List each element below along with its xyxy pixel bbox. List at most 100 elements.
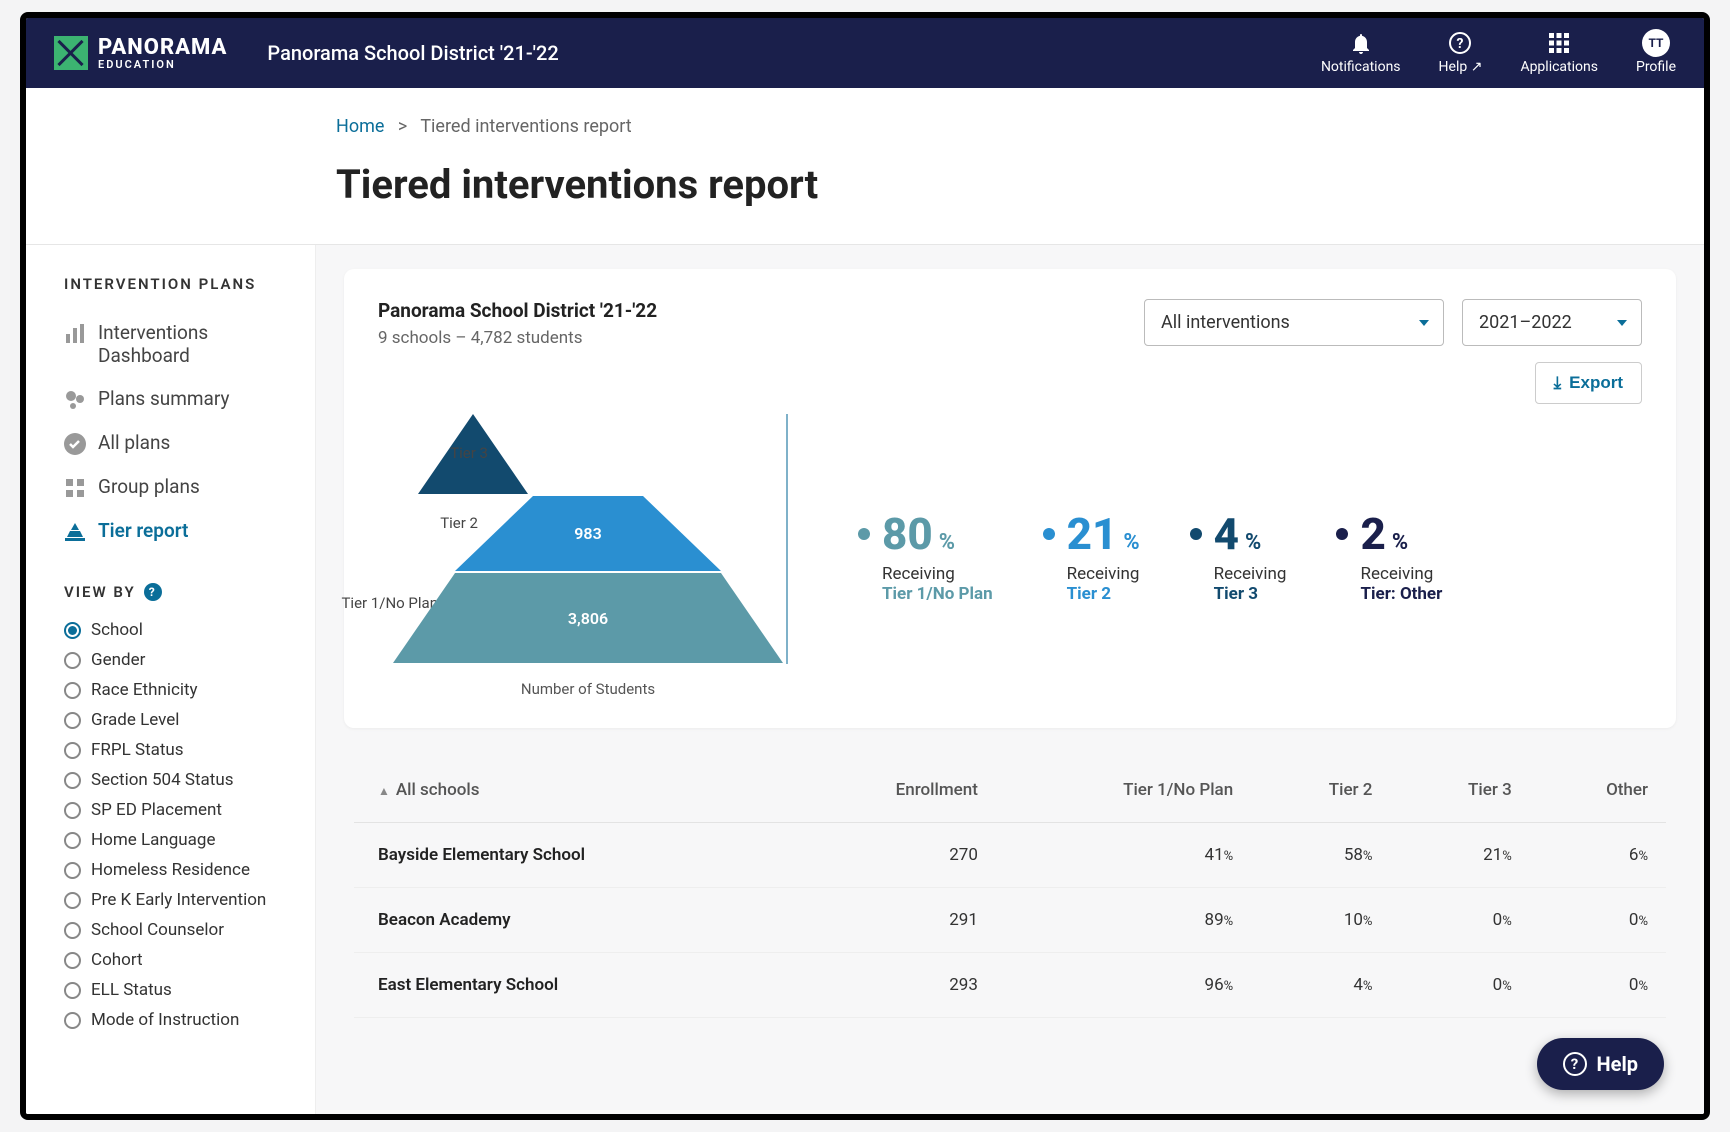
stat-pct-sign: % xyxy=(1123,530,1139,555)
help-label: Help xyxy=(1597,1052,1638,1076)
stat-label: Receiving xyxy=(1360,564,1442,584)
year-select[interactable]: 2021–2022 xyxy=(1462,299,1642,346)
export-button[interactable]: ⤓ Export xyxy=(1535,362,1642,404)
viewby-option[interactable]: Race Ethnicity xyxy=(64,675,295,705)
viewby-option-label: ELL Status xyxy=(91,980,172,1000)
stat-pct: 80 xyxy=(882,508,933,560)
table-cell: 21% xyxy=(1390,823,1529,888)
summary-card: Panorama School District '21-'22 9 schoo… xyxy=(344,269,1676,728)
nav-profile[interactable]: TT Profile xyxy=(1636,31,1676,75)
sidebar-item-plans-summary[interactable]: Plans summary xyxy=(64,377,295,421)
pyramid-tier2-value: 983 xyxy=(574,524,601,543)
viewby-option-label: SP ED Placement xyxy=(91,800,222,820)
stat-tier: Tier 2 xyxy=(1067,584,1140,604)
logo[interactable]: PANORAMA EDUCATION xyxy=(54,36,227,70)
breadcrumb-home[interactable]: Home xyxy=(336,116,384,137)
radio-icon xyxy=(64,742,81,759)
nav-applications-label: Applications xyxy=(1520,59,1598,75)
viewby-option[interactable]: School xyxy=(64,615,295,645)
viewby-option-label: Mode of Instruction xyxy=(91,1010,239,1030)
help-button[interactable]: ? Help xyxy=(1537,1038,1664,1090)
col-tier2[interactable]: Tier 2 xyxy=(1251,758,1390,823)
viewby-option[interactable]: Homeless Residence xyxy=(64,855,295,885)
radio-icon xyxy=(64,892,81,909)
col-tier1[interactable]: Tier 1/No Plan xyxy=(996,758,1251,823)
interventions-select[interactable]: All interventions xyxy=(1144,299,1444,346)
apps-grid-icon xyxy=(1549,31,1569,55)
sidebar-item-label: Interventions Dashboard xyxy=(98,321,295,367)
pyramid-caption: Number of Students xyxy=(521,680,655,698)
stat-dot-icon xyxy=(1336,528,1348,540)
sidebar-item-interventions-dashboard[interactable]: Interventions Dashboard xyxy=(64,311,295,377)
sidebar-nav: Interventions Dashboard Plans summary Al… xyxy=(64,311,295,553)
export-label: Export xyxy=(1569,373,1623,393)
stat-dot-icon xyxy=(858,528,870,540)
pyramid-chart: Tier 3 Tier 2 Tier 1/No Plan 168 983 xyxy=(378,414,798,698)
table-row[interactable]: Bayside Elementary School27041%58%21%6% xyxy=(354,823,1666,888)
radio-icon xyxy=(64,1012,81,1029)
viewby-option-label: Gender xyxy=(91,650,145,670)
year-select-value: 2021–2022 xyxy=(1479,312,1572,333)
pyramid-divider xyxy=(786,414,788,664)
table-row[interactable]: Beacon Academy29189%10%0%0% xyxy=(354,888,1666,953)
avatar-icon: TT xyxy=(1642,31,1670,55)
info-icon[interactable]: ? xyxy=(144,583,162,601)
sidebar-heading: INTERVENTION PLANS xyxy=(64,275,295,293)
viewby-option[interactable]: SP ED Placement xyxy=(64,795,295,825)
table-cell: 0% xyxy=(1390,953,1529,1018)
table-row[interactable]: East Elementary School29396%4%0%0% xyxy=(354,953,1666,1018)
viewby-option[interactable]: Home Language xyxy=(64,825,295,855)
viewby-option[interactable]: Cohort xyxy=(64,945,295,975)
stat-label: Receiving xyxy=(1067,564,1140,584)
schools-table-block: ▲All schools Enrollment Tier 1/No Plan T… xyxy=(344,758,1676,1018)
viewby-list: School Gender Race Ethnicity Grade Level FRP… xyxy=(64,615,295,1035)
pyramid-tier3-label: Tier 3 xyxy=(388,444,488,462)
schools-table: ▲All schools Enrollment Tier 1/No Plan T… xyxy=(354,758,1666,1018)
nav-help[interactable]: ? Help ↗ xyxy=(1439,31,1483,75)
question-circle-icon: ? xyxy=(1449,31,1471,55)
radio-icon xyxy=(64,952,81,969)
radio-icon xyxy=(64,652,81,669)
viewby-option[interactable]: Section 504 Status xyxy=(64,765,295,795)
col-other[interactable]: Other xyxy=(1530,758,1666,823)
viewby-option[interactable]: ELL Status xyxy=(64,975,295,1005)
logo-sub: EDUCATION xyxy=(98,59,227,70)
sidebar-item-all-plans[interactable]: All plans xyxy=(64,421,295,465)
viewby-option[interactable]: School Counselor xyxy=(64,915,295,945)
radio-icon xyxy=(64,832,81,849)
sidebar-item-label: All plans xyxy=(98,431,170,454)
grid-icon xyxy=(64,477,86,499)
school-name: Bayside Elementary School xyxy=(354,823,789,888)
viewby-option-label: Home Language xyxy=(91,830,215,850)
viewby-option[interactable]: Pre K Early Intervention xyxy=(64,885,295,915)
topbar: PANORAMA EDUCATION Panorama School Distr… xyxy=(26,18,1704,88)
stat-pct-sign: % xyxy=(1392,530,1408,555)
table-cell: 0% xyxy=(1530,888,1666,953)
viewby-option[interactable]: Gender xyxy=(64,645,295,675)
col-enrollment[interactable]: Enrollment xyxy=(789,758,996,823)
viewby-option-label: School xyxy=(91,620,143,640)
sidebar-item-group-plans[interactable]: Group plans xyxy=(64,465,295,509)
nav-applications[interactable]: Applications xyxy=(1520,31,1598,75)
viewby-option-label: Grade Level xyxy=(91,710,179,730)
table-cell: 58% xyxy=(1251,823,1390,888)
col-tier3[interactable]: Tier 3 xyxy=(1390,758,1529,823)
sidebar-item-label: Tier report xyxy=(98,519,188,542)
viewby-option-label: FRPL Status xyxy=(91,740,184,760)
tier-stats: 80%ReceivingTier 1/No Plan21%ReceivingTi… xyxy=(798,508,1642,604)
stat-label: Receiving xyxy=(882,564,993,584)
viewby-option[interactable]: FRPL Status xyxy=(64,735,295,765)
stat-dot-icon xyxy=(1043,528,1055,540)
dots-icon xyxy=(64,389,86,411)
stat-item: 2%ReceivingTier: Other xyxy=(1336,508,1442,604)
viewby-option-label: Pre K Early Intervention xyxy=(91,890,266,910)
viewby-option[interactable]: Grade Level xyxy=(64,705,295,735)
sidebar-item-label: Group plans xyxy=(98,475,200,498)
viewby-option[interactable]: Mode of Instruction xyxy=(64,1005,295,1035)
viewby-option-label: Race Ethnicity xyxy=(91,680,198,700)
sidebar-item-tier-report[interactable]: Tier report xyxy=(64,509,295,553)
col-schools[interactable]: ▲All schools xyxy=(354,758,789,823)
table-cell: 0% xyxy=(1530,953,1666,1018)
nav-notifications[interactable]: Notifications xyxy=(1321,31,1401,75)
radio-icon xyxy=(64,982,81,999)
